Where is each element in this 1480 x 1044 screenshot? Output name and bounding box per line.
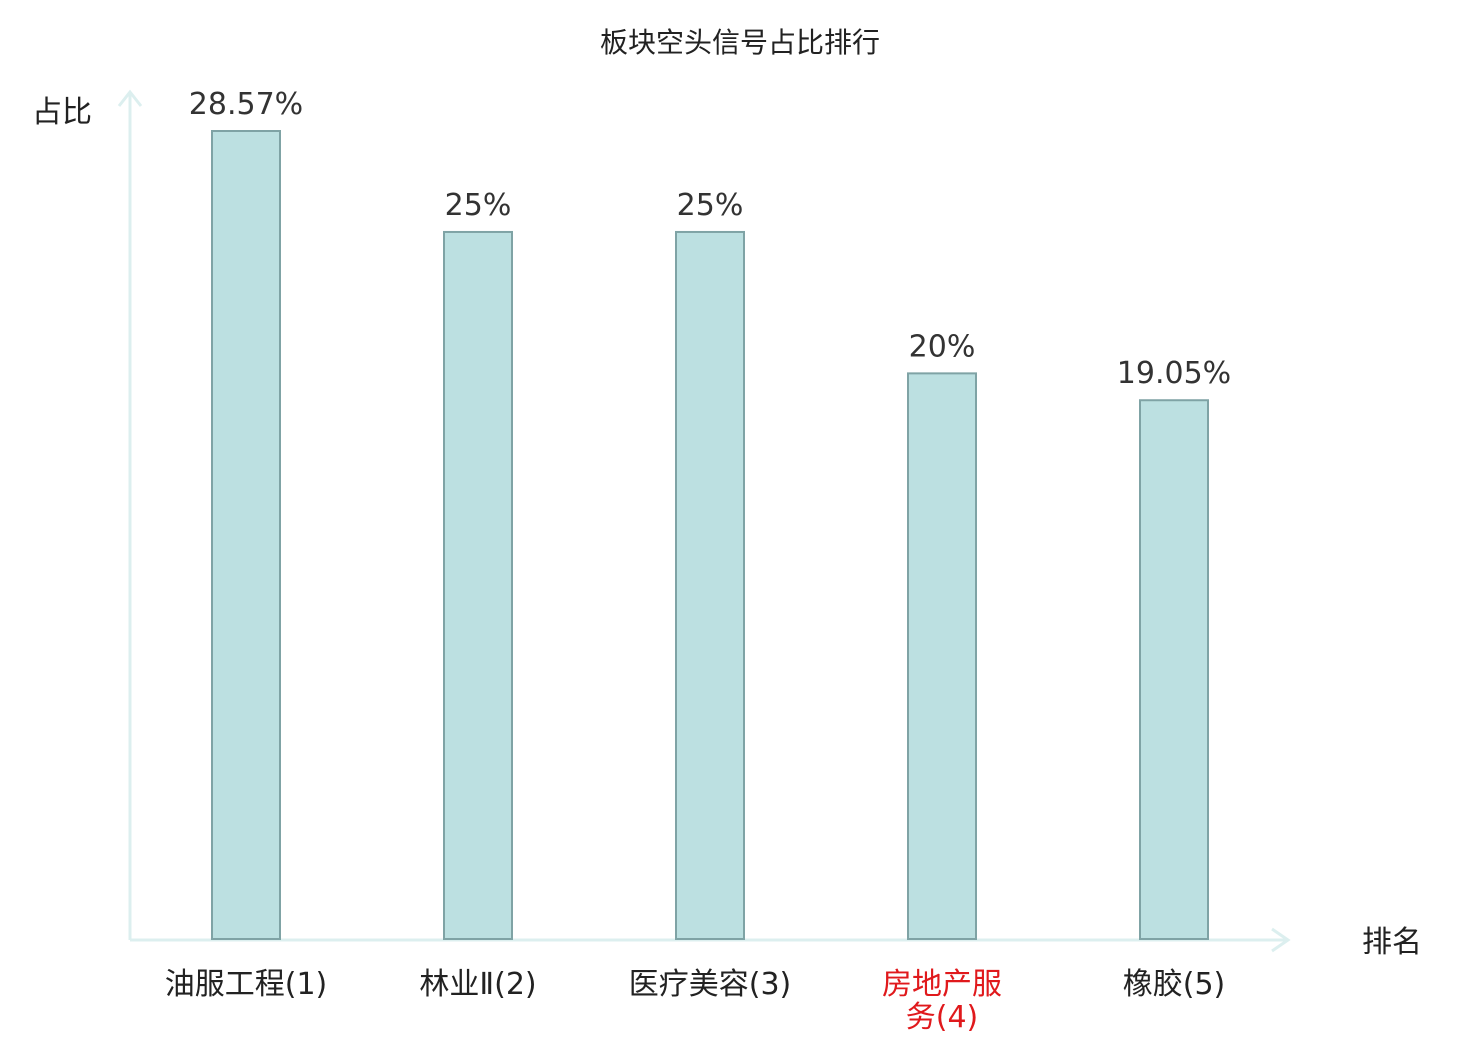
category-label: 务(4): [906, 1000, 979, 1035]
chart-title: 板块空头信号占比排行: [600, 26, 880, 59]
x-axis-arrow: [1271, 927, 1291, 953]
bar-value-label: 20%: [909, 329, 976, 364]
bar: [211, 130, 281, 940]
category-label: 医疗美容(3): [629, 967, 792, 1002]
bar-value-label: 19.05%: [1117, 356, 1231, 391]
axes: [117, 89, 1291, 953]
category-label: 橡胶(5): [1123, 967, 1226, 1002]
value-labels-group: 28.57% 25% 25% 20% 19.05%: [189, 87, 1231, 391]
bar: [675, 230, 745, 940]
y-axis-label: 占比: [32, 95, 92, 130]
x-axis-label: 排名: [1362, 925, 1422, 960]
bar-value-label: 25%: [677, 188, 744, 223]
bars-group: [211, 130, 1209, 940]
category-label: 油服工程(1): [165, 967, 328, 1002]
bar-value-label: 28.57%: [189, 87, 303, 122]
bar-value-label: 25%: [445, 188, 512, 223]
bar: [907, 372, 977, 940]
bar: [1139, 399, 1209, 940]
y-axis-arrow: [117, 89, 143, 107]
category-label: 房地产服: [882, 967, 1002, 1002]
bar: [443, 230, 513, 940]
category-label: 林业Ⅱ(2): [419, 967, 536, 1002]
